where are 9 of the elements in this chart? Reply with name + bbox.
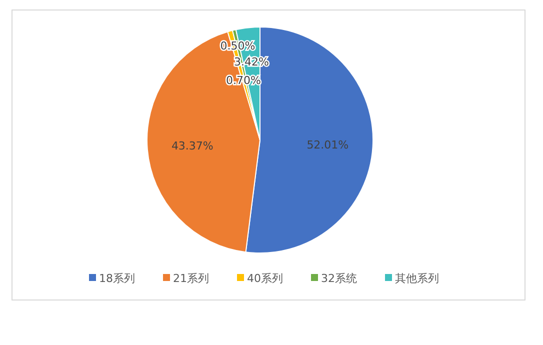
legend-label: 21系列 [173,272,209,285]
data-label: 52.01% [306,138,349,152]
legend-label: 其他系列 [395,272,439,285]
legend-label: 32系统 [321,272,357,285]
legend-label: 18系列 [99,272,135,285]
data-label: 0.50% [220,39,256,52]
data-label: 43.37% [171,140,214,153]
data-label: 3.42% [234,55,269,68]
legend-label: 40系列 [247,272,283,285]
